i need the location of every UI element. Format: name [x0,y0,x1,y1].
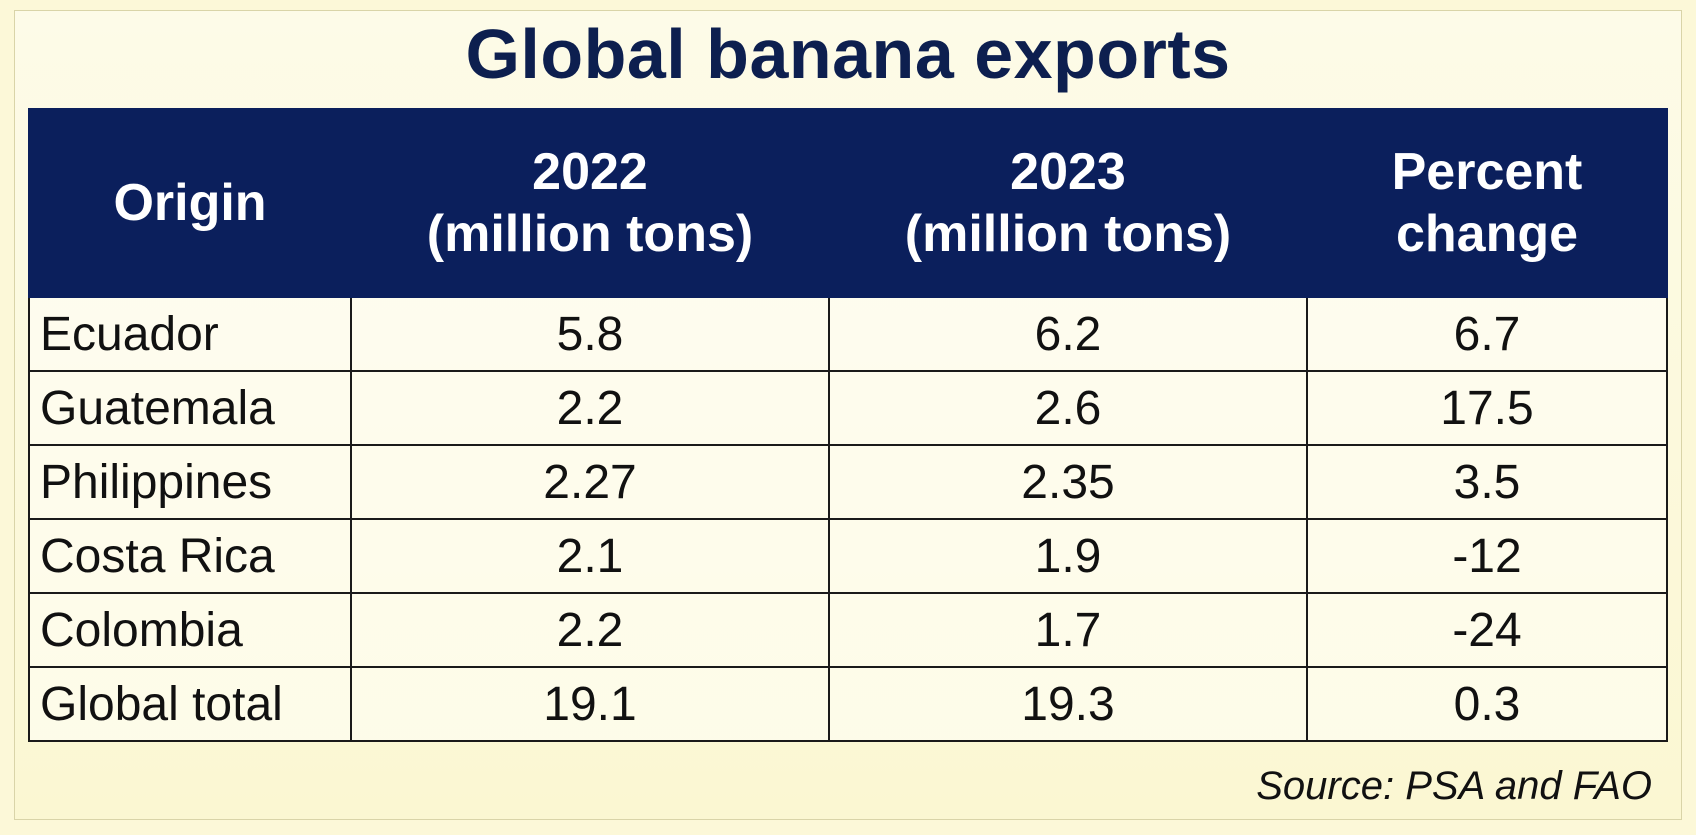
cell-2022: 5.8 [350,296,830,372]
cell-origin: Costa Rica [28,518,352,594]
table-row-total: Global total 19.1 19.3 0.3 [28,666,1668,742]
header-change-label: change [1395,205,1579,263]
cell-2023: 2.35 [828,444,1308,520]
cell-2023: 1.7 [828,592,1308,668]
cell-percent-change: 3.5 [1306,444,1668,520]
table-row: Costa Rica 2.1 1.9 -12 [28,518,1668,594]
exports-table: Origin 2022 (million tons) 2023 (million… [28,108,1668,742]
cell-2023: 19.3 [828,666,1308,742]
table-row: Guatemala 2.2 2.6 17.5 [28,370,1668,446]
header-2023: 2023 (million tons) [828,108,1308,298]
cell-2022: 19.1 [350,666,830,742]
cell-2023: 6.2 [828,296,1308,372]
header-2023-unit: (million tons) [904,205,1232,263]
cell-2023: 1.9 [828,518,1308,594]
header-origin-label: Origin [113,173,267,232]
cell-2023: 2.6 [828,370,1308,446]
cell-percent-change: 0.3 [1306,666,1668,742]
cell-origin: Philippines [28,444,352,520]
source-note: Source: PSA and FAO [1256,764,1652,808]
header-origin: Origin [28,108,352,298]
header-percent-change: Percent change [1306,108,1668,298]
cell-percent-change: 17.5 [1306,370,1668,446]
header-percent-label: Percent [1391,142,1583,201]
cell-2022: 2.1 [350,518,830,594]
cell-origin: Colombia [28,592,352,668]
cell-percent-change: -12 [1306,518,1668,594]
table-header-row: Origin 2022 (million tons) 2023 (million… [28,108,1668,298]
header-2022-unit: (million tons) [426,205,754,263]
header-2022-label: 2022 [532,142,648,201]
cell-percent-change: -24 [1306,592,1668,668]
header-2022: 2022 (million tons) [350,108,830,298]
table-row: Ecuador 5.8 6.2 6.7 [28,296,1668,372]
cell-origin: Guatemala [28,370,352,446]
exports-table-container: Origin 2022 (million tons) 2023 (million… [28,108,1668,742]
header-2023-label: 2023 [1010,142,1126,201]
cell-origin: Ecuador [28,296,352,372]
chart-title: Global banana exports [465,15,1231,93]
table-row: Colombia 2.2 1.7 -24 [28,592,1668,668]
cell-2022: 2.2 [350,592,830,668]
cell-2022: 2.2 [350,370,830,446]
cell-origin: Global total [28,666,352,742]
table-row: Philippines 2.27 2.35 3.5 [28,444,1668,520]
cell-2022: 2.27 [350,444,830,520]
cell-percent-change: 6.7 [1306,296,1668,372]
